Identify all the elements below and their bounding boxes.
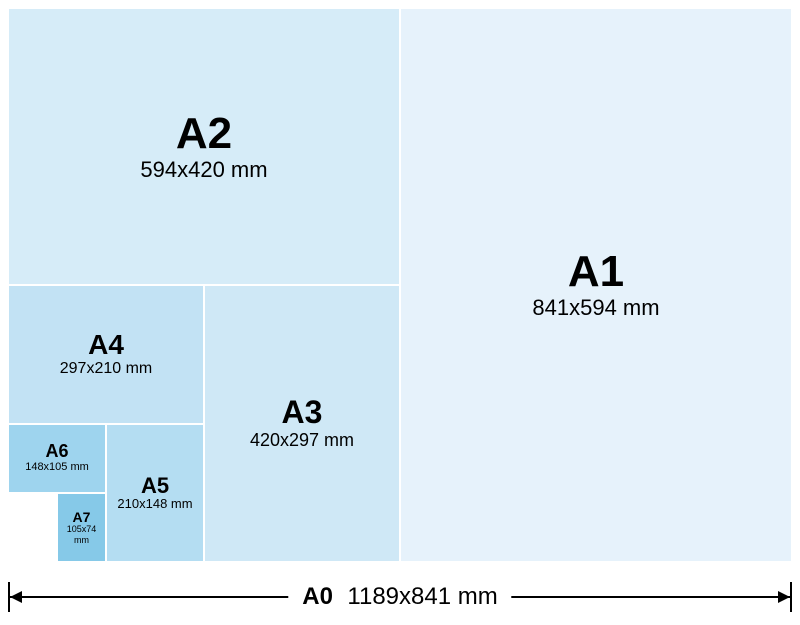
paper-size-a6-name: A6 xyxy=(45,442,68,461)
paper-size-a1-dims: 841x594 mm xyxy=(532,295,659,320)
paper-size-a5-name: A5 xyxy=(141,474,169,497)
ruler-label: A0 1189x841 mm xyxy=(288,583,511,611)
paper-size-diagram: A1 841x594 mm A2 594x420 mm A3 420x297 m… xyxy=(0,0,800,625)
paper-size-a4-name: A4 xyxy=(88,330,124,359)
paper-size-a3-dims: 420x297 mm xyxy=(250,430,354,451)
paper-size-a3: A3 420x297 mm xyxy=(204,285,400,562)
ruler-a0-dims: 1189x841 mm xyxy=(347,583,497,610)
a0-dimension-ruler: A0 1189x841 mm xyxy=(8,582,792,612)
paper-size-a4: A4 297x210 mm xyxy=(8,285,204,424)
paper-size-a6: A6 148x105 mm xyxy=(8,424,106,493)
paper-size-a6-dims: 148x105 mm xyxy=(25,461,89,474)
paper-size-a1: A1 841x594 mm xyxy=(400,8,792,562)
paper-size-a8-blank xyxy=(8,493,57,562)
ruler-cap-right-icon xyxy=(790,582,792,612)
paper-size-a7-name: A7 xyxy=(73,510,91,525)
paper-size-a7-dims: 105x74 mm xyxy=(58,524,105,545)
paper-size-a5-dims: 210x148 mm xyxy=(117,497,192,512)
ruler-a0-name: A0 xyxy=(302,583,333,610)
paper-size-a3-name: A3 xyxy=(282,396,323,430)
paper-size-a2: A2 594x420 mm xyxy=(8,8,400,285)
paper-size-a2-dims: 594x420 mm xyxy=(140,157,267,182)
paper-size-a7: A7 105x74 mm xyxy=(57,493,106,562)
paper-size-a4-dims: 297x210 mm xyxy=(60,360,153,378)
paper-size-a5: A5 210x148 mm xyxy=(106,424,204,563)
paper-size-a2-name: A2 xyxy=(176,111,232,157)
paper-size-a1-name: A1 xyxy=(568,249,624,295)
ruler-arrow-right-icon xyxy=(778,591,790,603)
